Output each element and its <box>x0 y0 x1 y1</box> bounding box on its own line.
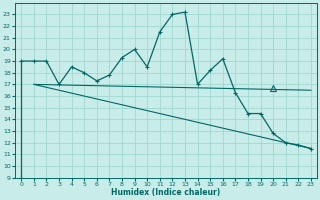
X-axis label: Humidex (Indice chaleur): Humidex (Indice chaleur) <box>111 188 221 197</box>
